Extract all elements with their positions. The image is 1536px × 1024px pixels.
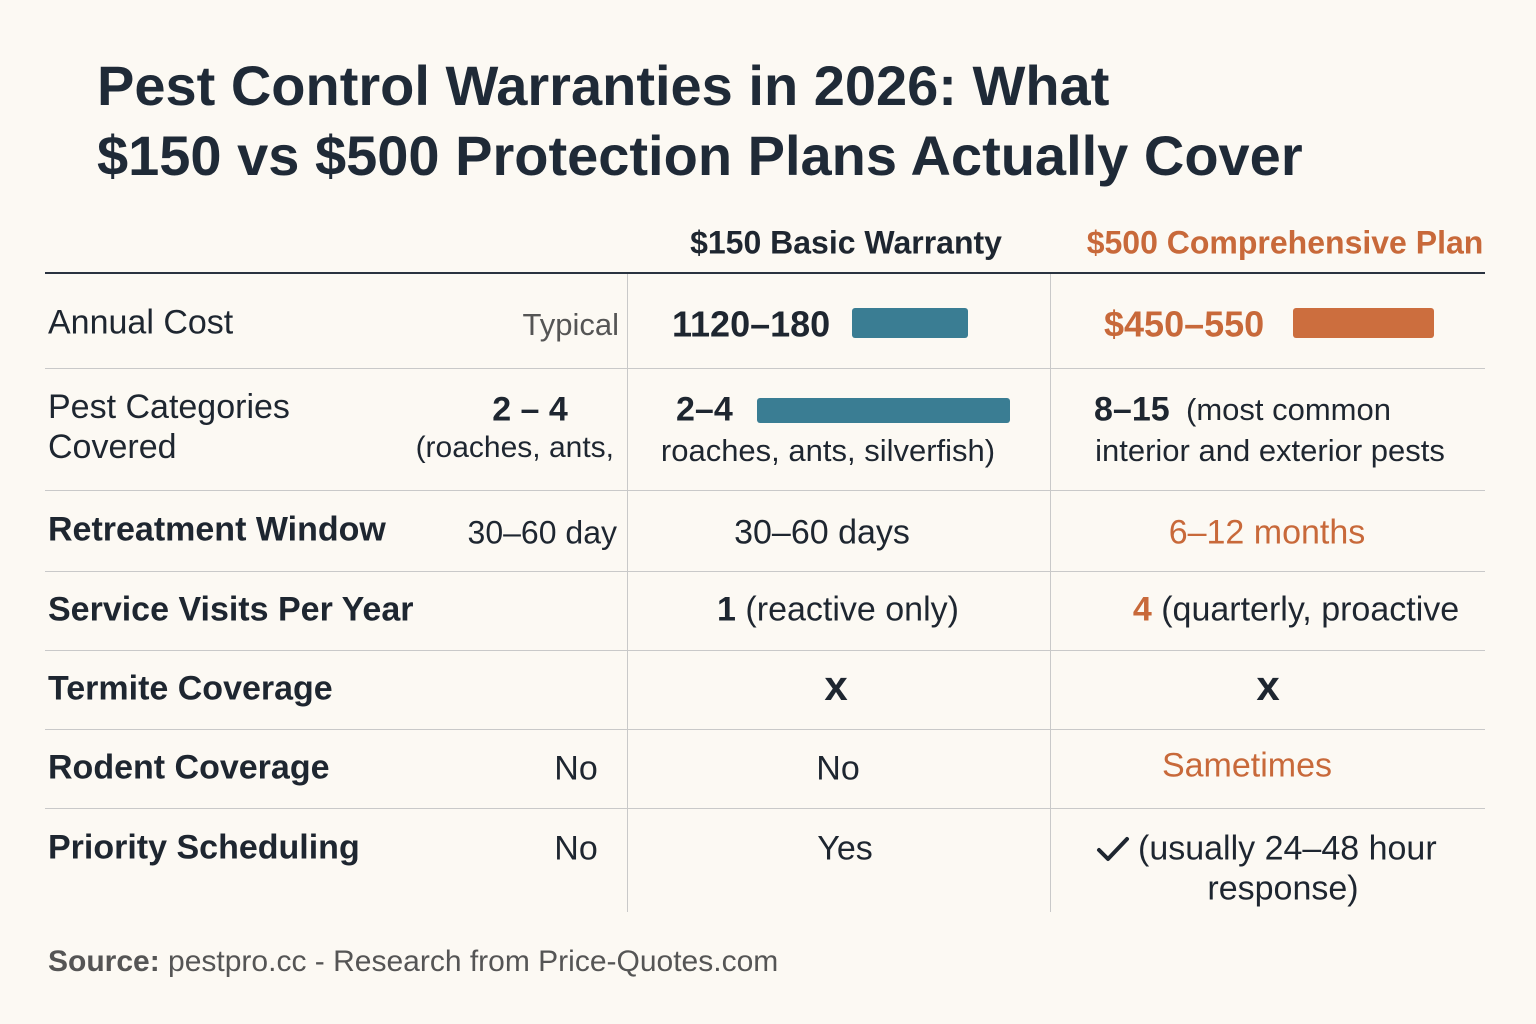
note: (roaches, ants, (415, 430, 614, 464)
basic-cell: 1 (reactive only) (717, 590, 959, 629)
note: No (554, 749, 598, 788)
row-label: Retreatment Window (48, 510, 386, 549)
comprehensive-cell: 6–12 months (1168, 513, 1366, 552)
basic-cell: x (824, 661, 848, 709)
row-divider (45, 368, 1485, 369)
comprehensive-cell: (usually 24–48 hour (1138, 829, 1437, 868)
bar-icon (1293, 308, 1434, 338)
row-divider (45, 729, 1485, 730)
title: Pest Control Warranties in 2026: What (97, 53, 1110, 117)
comprehensive-value: 4 (1132, 590, 1152, 629)
basic-cell: 2–4 (676, 390, 733, 429)
basic-cell: roaches, ants, silverfish) (660, 433, 996, 469)
comprehensive-cell: $450–550 (1104, 303, 1265, 345)
bar-icon (852, 308, 968, 338)
row-label: Priority Scheduling (48, 828, 360, 867)
row-label: Termite Coverage (48, 669, 333, 708)
comprehensive-cell: response) (1207, 869, 1359, 908)
source-label: Source: (48, 944, 160, 978)
source: Source: pestpro.cc - Research from Price… (48, 945, 778, 980)
source-text: pestpro.cc - Research from Price-Quotes.… (168, 944, 779, 978)
note: Typical (522, 307, 619, 343)
column-divider (627, 274, 628, 912)
note: 30–60 day (467, 514, 617, 551)
row-divider (45, 808, 1485, 809)
comprehensive-cell: Sametimes (1161, 746, 1333, 785)
row-label: Annual Cost (48, 303, 234, 342)
comprehensive-cell: x (1256, 661, 1280, 709)
basic-cell: 30–60 days (734, 513, 910, 552)
comprehensive-text: (quarterly, proactive (1161, 590, 1460, 629)
row-divider (45, 571, 1485, 572)
note: No (554, 829, 598, 868)
row-divider (45, 490, 1485, 491)
comprehensive-cell: (most common (1186, 392, 1391, 428)
column-divider (1050, 274, 1051, 912)
basic-value: 1 (717, 590, 736, 629)
row-label: Pest Categories Covered (48, 388, 290, 466)
note: 2 – 4 (492, 390, 568, 429)
check-icon (1097, 837, 1129, 861)
row-label: Service Visits Per Year (48, 590, 414, 629)
column-header: $150 Basic Warranty (690, 224, 1002, 261)
comprehensive-cell: 4 (quarterly, proactive (1133, 590, 1459, 629)
title: $150 vs $500 Protection Plans Actually C… (97, 123, 1303, 187)
basic-cell: No (816, 749, 860, 788)
column-header: $500 Comprehensive Plan (1086, 224, 1484, 261)
basic-text: (reactive only) (745, 590, 959, 629)
header-rule (45, 272, 1485, 274)
row-label: Rodent Coverage (48, 748, 330, 787)
basic-cell: Yes (817, 829, 873, 868)
comprehensive-cell: 8–15 (1094, 390, 1170, 429)
bar-icon (757, 398, 1010, 423)
basic-cell: 1120–180 (672, 303, 831, 345)
comprehensive-cell: interior and exterior pests (1095, 433, 1445, 469)
row-divider (45, 650, 1485, 651)
